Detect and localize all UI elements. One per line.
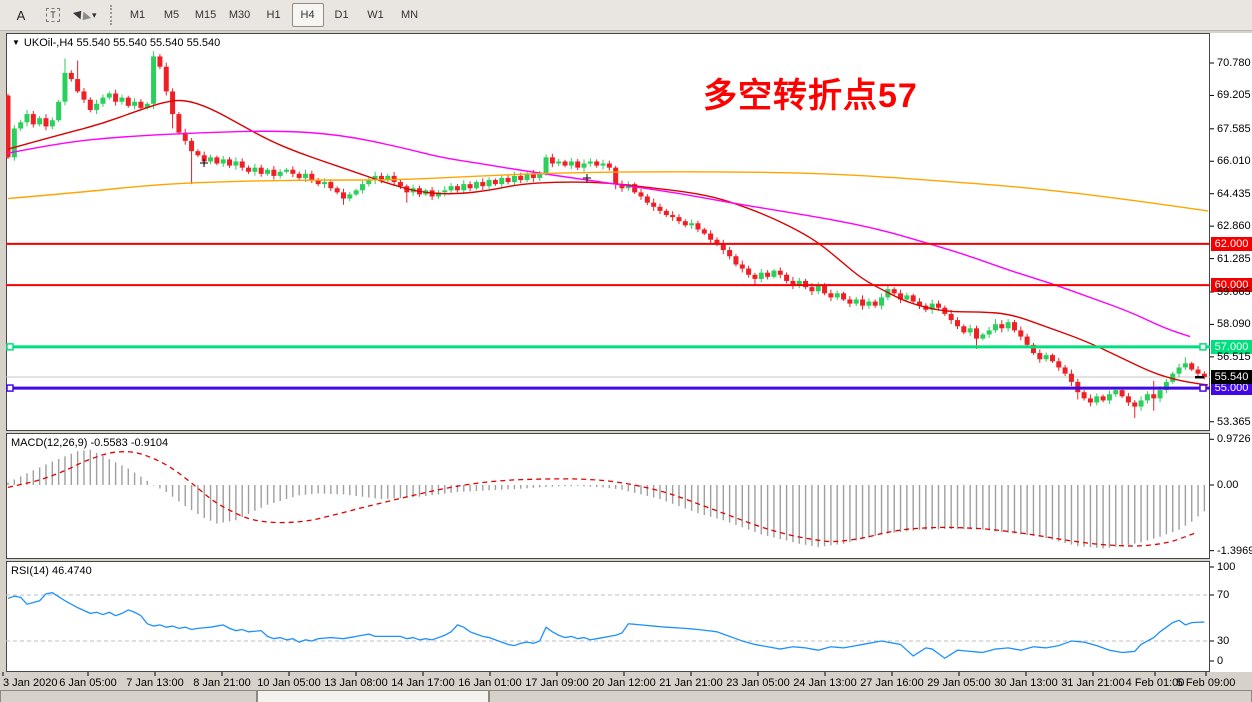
timeframe-button-m15[interactable]: M15 bbox=[194, 9, 217, 21]
time-axis-label: 21 Jan 21:00 bbox=[659, 677, 723, 689]
timeframe-button-w1[interactable]: W1 bbox=[367, 9, 384, 21]
time-axis-label: 29 Jan 05:00 bbox=[927, 677, 991, 689]
chart-annotation-text[interactable]: 多空转折点57 bbox=[703, 77, 918, 115]
chevron-down-icon: ▾ bbox=[92, 9, 97, 20]
time-axis-label: 16 Jan 01:00 bbox=[458, 677, 522, 689]
time-axis-label: 20 Jan 12:00 bbox=[592, 677, 656, 689]
rsi-panel[interactable] bbox=[6, 561, 1210, 672]
time-axis-label: 7 Jan 13:00 bbox=[126, 677, 184, 689]
time-axis-label: 5 Feb 09:00 bbox=[1176, 677, 1236, 689]
main-chart-area[interactable] bbox=[6, 33, 1210, 431]
time-axis-label: 13 Jan 08:00 bbox=[324, 677, 388, 689]
time-axis-label: 30 Jan 13:00 bbox=[994, 677, 1058, 689]
text-label-tool-button[interactable]: A bbox=[6, 3, 36, 27]
time-axis-label: 10 Jan 05:00 bbox=[257, 677, 321, 689]
time-axis-label: 27 Jan 16:00 bbox=[860, 677, 924, 689]
symbol-dropdown-icon[interactable]: ▼ bbox=[12, 38, 20, 47]
arrows-icon bbox=[72, 7, 92, 23]
macd-label: MACD(12,26,9) -0.5583 -0.9104 bbox=[11, 437, 169, 449]
timeframe-button-h4[interactable]: H4 bbox=[291, 3, 324, 27]
time-axis-label: 17 Jan 09:00 bbox=[525, 677, 589, 689]
text-tool-icon: T bbox=[46, 8, 60, 22]
arrows-tool-button[interactable]: ▾ bbox=[70, 3, 101, 27]
timeframe-button-h1[interactable]: H1 bbox=[266, 9, 281, 21]
macd-panel[interactable] bbox=[6, 433, 1210, 559]
text-tool-button[interactable]: T bbox=[38, 3, 68, 27]
time-axis-label: 3 Jan 2020 bbox=[3, 677, 58, 689]
time-axis-label: 24 Jan 13:00 bbox=[793, 677, 857, 689]
chart-tab-active[interactable] bbox=[257, 690, 489, 702]
text-label-icon: A bbox=[16, 7, 26, 23]
timeframe-button-m5[interactable]: M5 bbox=[163, 9, 180, 21]
timeframe-bar: M1 M5 M15 M30 H1 H4 D1 W1 MN bbox=[121, 3, 427, 27]
timeframe-button-m1[interactable]: M1 bbox=[129, 9, 146, 21]
time-axis-label: 14 Jan 17:00 bbox=[391, 677, 455, 689]
chart-title-text: UKOil-,H4 55.540 55.540 55.540 55.540 bbox=[23, 37, 221, 49]
time-axis-label: 4 Feb 01:00 bbox=[1125, 677, 1185, 689]
toolbar: A T ▾ M1 M5 M15 M30 H1 H4 D1 W1 MN bbox=[0, 0, 1252, 31]
time-axis-label: 23 Jan 05:00 bbox=[726, 677, 790, 689]
chart-tabs-bar bbox=[0, 690, 1252, 702]
chart-tab[interactable] bbox=[0, 690, 257, 702]
rsi-label: RSI(14) 46.4740 bbox=[11, 565, 92, 577]
time-axis-label: 31 Jan 21:00 bbox=[1061, 677, 1125, 689]
timeframe-button-d1[interactable]: D1 bbox=[334, 9, 349, 21]
chart-title: ▼ UKOil-,H4 55.540 55.540 55.540 55.540 bbox=[12, 37, 220, 49]
chart-tab[interactable] bbox=[489, 690, 1252, 702]
timeframe-button-mn[interactable]: MN bbox=[400, 9, 419, 21]
time-axis-label: 6 Jan 05:00 bbox=[59, 677, 117, 689]
price-axis[interactable] bbox=[1210, 33, 1252, 672]
time-axis-label: 8 Jan 21:00 bbox=[193, 677, 251, 689]
toolbar-grip[interactable] bbox=[109, 5, 115, 25]
timeframe-button-m30[interactable]: M30 bbox=[228, 9, 251, 21]
